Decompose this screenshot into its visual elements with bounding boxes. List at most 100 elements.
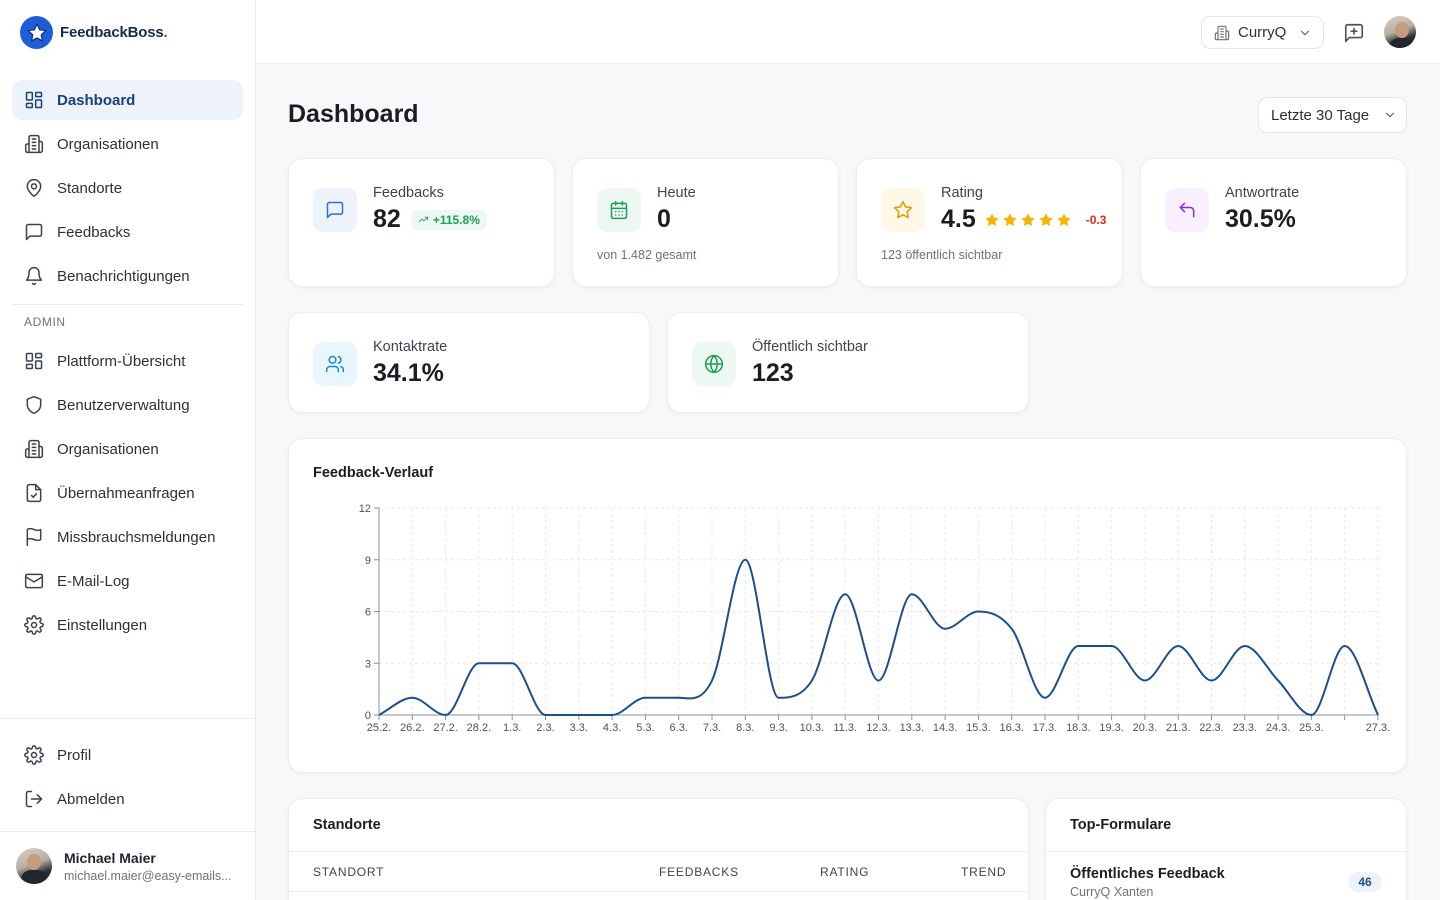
stat-label: Antwortrate: [1225, 185, 1300, 201]
sidebar-item-dashboard[interactable]: Dashboard: [12, 80, 243, 120]
x-tick-label: 27.2.: [433, 722, 457, 734]
sidebar-item-plattform-uebersicht[interactable]: Plattform-Übersicht: [12, 341, 243, 381]
sidebar-item-uebernahmeanfragen[interactable]: Übernahmeanfragen: [12, 473, 243, 513]
logo-dot: .: [163, 24, 168, 41]
stat-card-kontaktrate: Kontaktrate 34.1%: [288, 312, 650, 413]
x-tick-label: 27.3.: [1366, 722, 1390, 734]
message-square-icon: [24, 222, 44, 242]
stat-label: Rating: [941, 185, 983, 201]
star-icon: [1002, 212, 1018, 228]
stat-value: 4.5: [941, 205, 976, 233]
file-check-icon: [24, 483, 44, 503]
list-item[interactable]: Öffentliches Feedback CurryQ Xanten 46: [1046, 851, 1406, 900]
sidebar-item-label: Abmelden: [57, 790, 125, 808]
stat-value: 34.1%: [373, 359, 444, 387]
x-tick-label: 19.3.: [1099, 722, 1123, 734]
x-tick-label: 14.3.: [933, 722, 957, 734]
standorte-card: Standorte STANDORT FEEDBACKS RATING TREN…: [288, 798, 1029, 900]
sidebar-item-missbrauchsmeldungen[interactable]: Missbrauchsmeldungen: [12, 517, 243, 557]
sidebar-item-standorte[interactable]: Standorte: [12, 168, 243, 208]
star-icon: [1020, 212, 1036, 228]
sidebar-item-label: Übernahmeanfragen: [57, 484, 195, 502]
chevron-down-icon: [1298, 26, 1312, 40]
gear-icon: [24, 615, 44, 635]
x-tick-label: 3.3.: [570, 722, 588, 734]
column-header[interactable]: RATING: [820, 865, 870, 879]
mail-icon: [24, 571, 44, 591]
shield-icon: [24, 395, 44, 415]
stat-icon-bg: [313, 342, 357, 386]
building-icon: [24, 439, 44, 459]
stat-value: 0: [657, 205, 671, 233]
building-icon: [1214, 25, 1230, 41]
sidebar-item-benutzerverwaltung[interactable]: Benutzerverwaltung: [12, 385, 243, 425]
form-name: Öffentliches Feedback: [1070, 866, 1225, 882]
form-location: CurryQ Xanten: [1070, 885, 1154, 899]
column-header[interactable]: TREND: [961, 865, 1007, 879]
dashboard-icon: [24, 90, 44, 110]
count-badge: 46: [1348, 872, 1382, 892]
x-tick-label: 2.3.: [536, 722, 554, 734]
x-tick-label: 4.3.: [603, 722, 621, 734]
sidebar-item-label: Benachrichtigungen: [57, 267, 190, 285]
sidebar-item-profil[interactable]: Profil: [12, 735, 243, 775]
star-icon: [1056, 212, 1072, 228]
divider: [12, 304, 243, 305]
sidebar-item-label: Dashboard: [57, 91, 136, 109]
feedback-add-icon[interactable]: [1343, 22, 1365, 44]
sidebar-item-einstellungen[interactable]: Einstellungen: [12, 605, 243, 645]
stat-icon-bg: [881, 188, 925, 232]
x-tick-label: 24.3.: [1266, 722, 1290, 734]
sidebar-item-label: Missbrauchsmeldungen: [57, 528, 216, 546]
column-header[interactable]: STANDORT: [313, 865, 385, 879]
date-range-value: Letzte 30 Tage: [1271, 106, 1370, 124]
sidebar-item-label: Organisationen: [57, 135, 159, 153]
building-icon: [24, 134, 44, 154]
date-range-select[interactable]: Letzte 30 Tage: [1258, 97, 1407, 133]
table-title: Standorte: [313, 817, 381, 833]
card-title: Top-Formulare: [1070, 817, 1172, 833]
stat-card-today: Heute 0 von 1.482 gesamt: [572, 158, 839, 287]
sidebar-item-benachrichtigungen[interactable]: Benachrichtigungen: [12, 256, 243, 296]
stat-label: Kontaktrate: [373, 339, 448, 355]
sidebar-item-email-log[interactable]: E-Mail-Log: [12, 561, 243, 601]
stat-value: 30.5%: [1225, 205, 1296, 233]
x-tick-label: 17.3.: [1033, 722, 1057, 734]
x-tick-label: 9.3.: [769, 722, 787, 734]
app-logo[interactable]: FeedbackBoss.: [20, 16, 168, 49]
reply-icon: [1177, 200, 1197, 220]
page-title: Dashboard: [288, 100, 419, 128]
org-select[interactable]: CurryQ: [1201, 16, 1324, 49]
stat-card-oeffentlich: Öffentlich sichtbar 123: [667, 312, 1029, 413]
y-tick-label: 12: [359, 503, 371, 515]
column-header[interactable]: FEEDBACKS: [659, 865, 739, 879]
top-forms-card: Top-Formulare Öffentliches Feedback Curr…: [1045, 798, 1407, 900]
x-tick-label: 28.2.: [467, 722, 491, 734]
stat-card-rating: Rating 4.5 -0.3 123 öffentlich sichtbar: [856, 158, 1123, 287]
user-profile[interactable]: Michael Maier michael.maier@easy-emails.…: [0, 831, 256, 900]
users-icon: [325, 354, 345, 374]
stat-label: Öffentlich sichtbar: [752, 339, 868, 355]
x-tick-label: 12.3.: [866, 722, 890, 734]
sidebar-item-label: Profil: [57, 746, 92, 764]
user-name: Michael Maier: [64, 849, 156, 866]
stat-icon-bg: [1165, 188, 1209, 232]
stat-subtext: 123 öffentlich sichtbar: [881, 248, 1003, 262]
main-nav: Dashboard Organisationen Standorte Feedb…: [12, 80, 243, 649]
sidebar-item-label: Feedbacks: [57, 223, 131, 241]
sidebar-item-organisationen[interactable]: Organisationen: [12, 124, 243, 164]
x-tick-label: 16.3.: [999, 722, 1023, 734]
sidebar: FeedbackBoss. Dashboard Organisationen S…: [0, 0, 256, 900]
sidebar-item-organisationen-admin[interactable]: Organisationen: [12, 429, 243, 469]
flag-icon: [24, 527, 44, 547]
delta-badge: +115.8%: [410, 209, 487, 230]
y-tick-label: 6: [365, 607, 371, 619]
user-email: michael.maier@easy-emails...: [64, 868, 232, 883]
x-tick-label: 23.3.: [1233, 722, 1257, 734]
sidebar-item-feedbacks[interactable]: Feedbacks: [12, 212, 243, 252]
sidebar-item-abmelden[interactable]: Abmelden: [12, 779, 243, 819]
dashboard-icon: [24, 351, 44, 371]
avatar[interactable]: [1384, 16, 1416, 48]
stat-value: 82: [373, 205, 401, 233]
feedback-line-chart: 0 3 6 9 12 25.2. 26.2. 27.2. 28.2. 1.3. 2.3. 3.3. 4.…: [359, 503, 1390, 734]
